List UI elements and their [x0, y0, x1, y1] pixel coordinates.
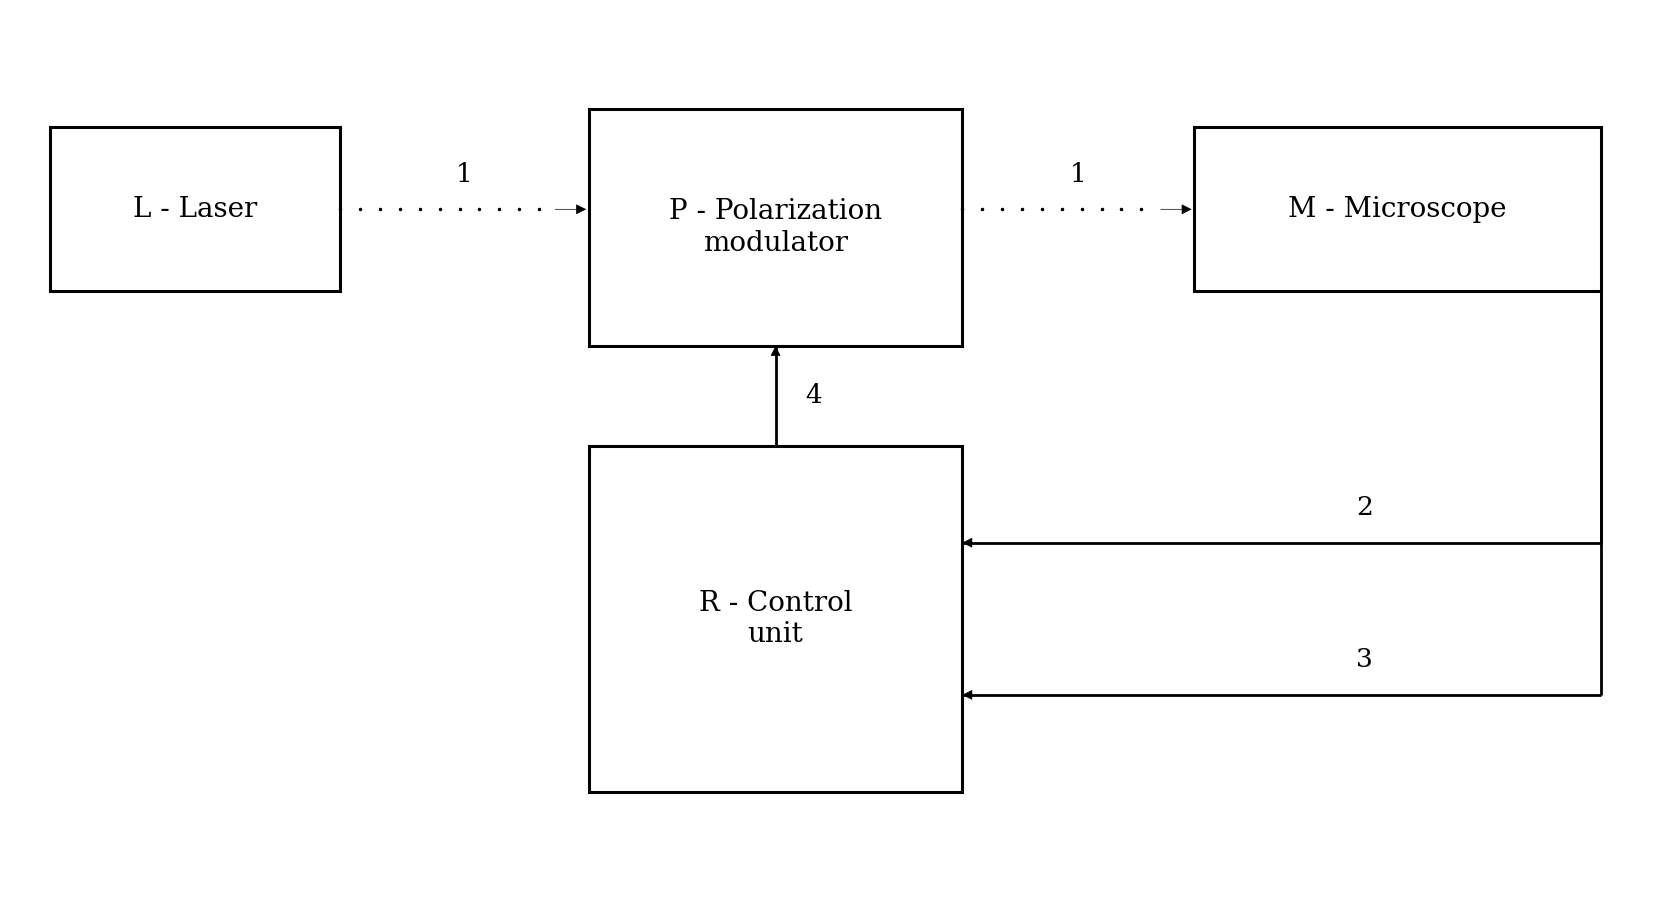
Text: 1: 1 — [1070, 162, 1087, 187]
FancyBboxPatch shape — [50, 127, 340, 291]
Text: 3: 3 — [1355, 647, 1374, 672]
Text: R - Control
unit: R - Control unit — [698, 590, 853, 648]
FancyBboxPatch shape — [1194, 127, 1601, 291]
FancyBboxPatch shape — [589, 446, 962, 792]
Text: 2: 2 — [1355, 495, 1374, 520]
Text: 1: 1 — [456, 162, 473, 187]
Text: M - Microscope: M - Microscope — [1289, 196, 1506, 223]
Text: L - Laser: L - Laser — [133, 196, 257, 223]
Text: P - Polarization
modulator: P - Polarization modulator — [669, 198, 883, 257]
Text: 4: 4 — [805, 383, 823, 409]
FancyBboxPatch shape — [589, 109, 962, 346]
